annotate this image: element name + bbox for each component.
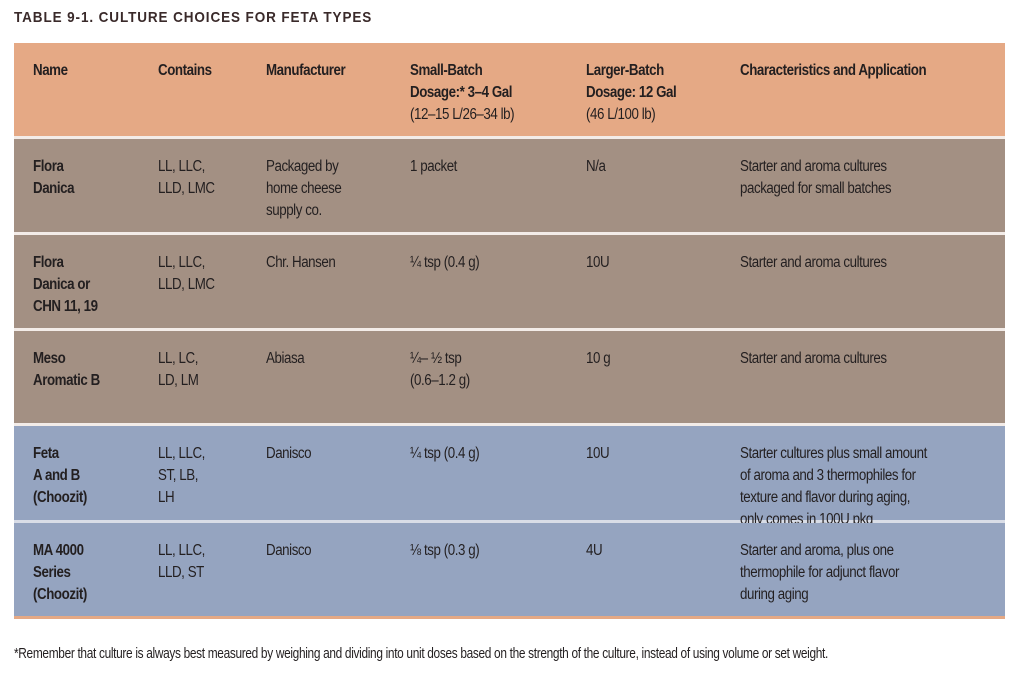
table-row: Feta A and B (Choozit) LL, LLC, ST, LB, … — [14, 426, 1005, 528]
cell-larger-batch: N/a — [586, 158, 606, 175]
cell-characteristics: Starter cultures plus small amount of ar… — [740, 445, 927, 528]
header-larger-batch: Larger-Batch Dosage: 12 Gal (46 L/100 lb) — [586, 60, 677, 126]
cell-manufacturer: Abiasa — [266, 350, 305, 367]
cell-small-batch: ¼– ½ tsp (0.6–1.2 g) — [410, 350, 470, 389]
header-larger-batch-label: Larger-Batch Dosage: 12 Gal — [586, 62, 677, 101]
table-row: Flora Danica LL, LLC, LLD, LMC Packaged … — [14, 139, 1005, 232]
header-contains: Contains — [158, 62, 212, 79]
cell-manufacturer: Danisco — [266, 542, 312, 559]
cell-contains: LL, LLC, LLD, LMC — [158, 254, 215, 293]
cell-small-batch: ¼ tsp (0.4 g) — [410, 254, 480, 271]
header-larger-batch-sub: (46 L/100 lb) — [586, 106, 656, 123]
table-row: Meso Aromatic B LL, LC, LD, LM Abiasa ¼–… — [14, 331, 1005, 423]
cell-contains: LL, LLC, ST, LB, LH — [158, 445, 205, 506]
cell-manufacturer: Chr. Hansen — [266, 254, 336, 271]
footnote: *Remember that culture is always best me… — [14, 646, 829, 662]
cell-contains: LL, LC, LD, LM — [158, 350, 199, 389]
header-name: Name — [33, 62, 68, 79]
cell-characteristics: Starter and aroma, plus one thermophile … — [740, 542, 900, 603]
cell-manufacturer: Danisco — [266, 445, 312, 462]
cell-contains: LL, LLC, LLD, LMC — [158, 158, 215, 197]
table-title: TABLE 9-1. CULTURE CHOICES FOR FETA TYPE… — [14, 9, 373, 26]
cell-name: MA 4000 Series (Choozit) — [33, 542, 87, 603]
table-header: Name Contains Manufacturer Small-Batch D… — [14, 43, 1005, 136]
table-row: Flora Danica or CHN 11, 19 LL, LLC, LLD,… — [14, 235, 1005, 328]
cell-name: Flora Danica — [33, 158, 75, 197]
cell-larger-batch: 10 g — [586, 350, 611, 367]
cell-characteristics: Starter and aroma cultures — [740, 254, 887, 271]
header-small-batch-sub: (12–15 L/26–34 lb) — [410, 106, 515, 123]
cell-small-batch: ⅛ tsp (0.3 g) — [410, 542, 480, 559]
table-row: MA 4000 Series (Choozit) LL, LLC, LLD, S… — [14, 523, 1005, 616]
header-characteristics: Characteristics and Application — [740, 62, 927, 79]
cell-name: Flora Danica or CHN 11, 19 — [33, 254, 98, 315]
cell-small-batch: ¼ tsp (0.4 g) — [410, 445, 480, 462]
cell-contains: LL, LLC, LLD, ST — [158, 542, 205, 581]
cell-characteristics: Starter and aroma cultures — [740, 350, 887, 367]
cell-name: Meso Aromatic B — [33, 350, 100, 389]
table-bottom-rule — [14, 616, 1005, 619]
cell-name: Feta A and B (Choozit) — [33, 445, 87, 506]
cell-larger-batch: 4U — [586, 542, 603, 559]
header-small-batch-label: Small-Batch Dosage:* 3–4 Gal — [410, 62, 513, 101]
header-small-batch: Small-Batch Dosage:* 3–4 Gal (12–15 L/26–… — [410, 60, 515, 126]
cell-small-batch: 1 packet — [410, 158, 457, 175]
cell-larger-batch: 10U — [586, 445, 610, 462]
cell-larger-batch: 10U — [586, 254, 610, 271]
cell-characteristics: Starter and aroma cultures packaged for … — [740, 158, 892, 197]
header-manufacturer: Manufacturer — [266, 62, 346, 79]
cell-manufacturer: Packaged by home cheese supply co. — [266, 158, 342, 219]
culture-table: Name Contains Manufacturer Small-Batch D… — [14, 43, 1005, 619]
